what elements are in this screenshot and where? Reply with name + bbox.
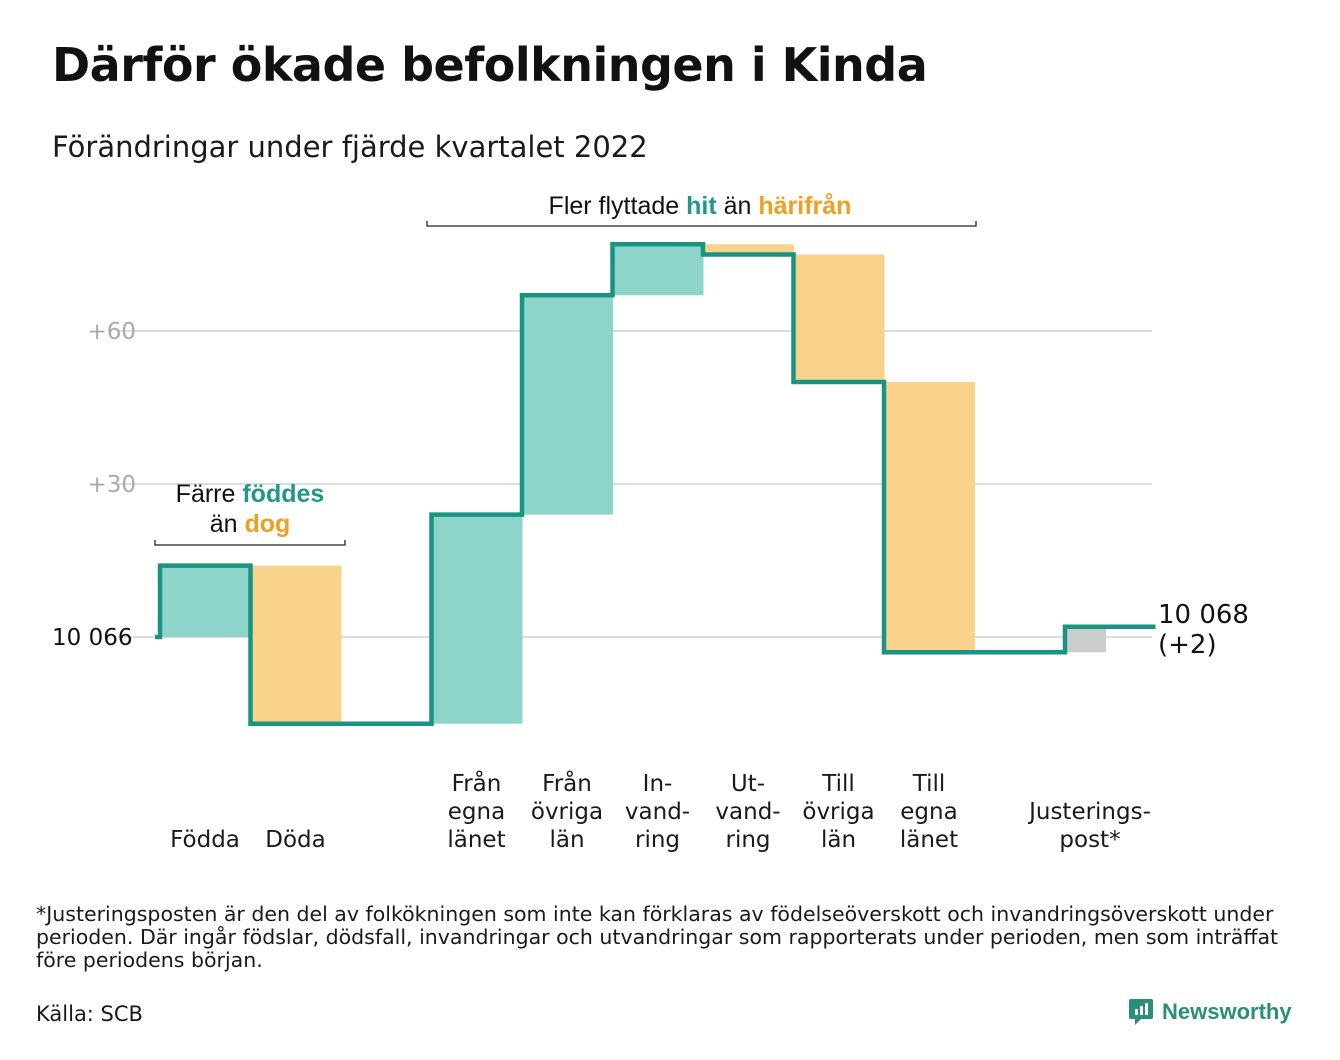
cumulative-step-line	[155, 242, 1156, 726]
category-label: län	[549, 827, 584, 853]
category-label: länet	[900, 827, 958, 853]
annotation-migration: Fler flyttade hit än härifrån	[549, 192, 852, 220]
category-label: Döda	[265, 827, 325, 853]
waterfall-bar	[523, 295, 613, 515]
category-label: län	[821, 827, 856, 853]
waterfall-bar	[704, 244, 794, 255]
category-label: egna	[448, 799, 505, 825]
category-label: Justerings-	[1027, 799, 1151, 825]
y-tick-label: +30	[87, 472, 136, 498]
category-label: vand-	[715, 799, 780, 825]
category-label: Födda	[170, 827, 240, 853]
end-value-label: (+2)	[1158, 630, 1217, 660]
end-value-label: 10 068	[1158, 600, 1249, 630]
annotation-births-line2: än dog	[210, 510, 291, 538]
bar-layer	[161, 244, 1106, 724]
chart-subtitle: Förändringar under fjärde kvartalet 2022	[52, 130, 648, 164]
newsworthy-logo[interactable]: Newsworthy	[1128, 997, 1292, 1027]
category-label: Från	[452, 769, 502, 797]
category-label: ring	[635, 827, 680, 853]
footnote: *Justeringsposten är den del av folkökni…	[36, 902, 1279, 972]
y-tick-label: +60	[87, 319, 136, 345]
category-label: Från	[542, 769, 592, 797]
category-label: länet	[447, 827, 505, 853]
waterfall-bar	[613, 244, 704, 296]
waterfall-bar	[885, 382, 975, 653]
waterfall-bar	[161, 565, 251, 637]
annotation-bracket-births	[154, 540, 346, 546]
annotation-bracket-migration	[426, 221, 977, 227]
newsworthy-logo-icon	[1129, 999, 1153, 1025]
waterfall-bar	[794, 254, 885, 382]
brand-name: Newsworthy	[1162, 999, 1292, 1024]
category-label: övriga	[802, 799, 874, 825]
category-label: Till	[821, 771, 855, 797]
category-label: post*	[1059, 827, 1120, 853]
category-label: In-	[643, 771, 673, 797]
waterfall-bar	[1066, 626, 1106, 653]
category-label: övriga	[531, 799, 603, 825]
annotation-births-line1: Färre föddes	[176, 480, 325, 508]
waterfall-bar	[432, 514, 523, 724]
category-label: ring	[725, 827, 770, 853]
category-label: Till	[912, 771, 946, 797]
category-label: egna	[900, 799, 957, 825]
line-layer	[155, 242, 1156, 726]
y-tick-label: 10 066	[52, 625, 132, 651]
category-label: vand-	[625, 799, 690, 825]
source-label: Källa: SCB	[36, 1002, 143, 1026]
chart-title: Därför ökade befolkningen i Kinda	[52, 38, 928, 92]
waterfall-bar	[251, 565, 342, 724]
category-label: Ut-	[731, 771, 765, 797]
